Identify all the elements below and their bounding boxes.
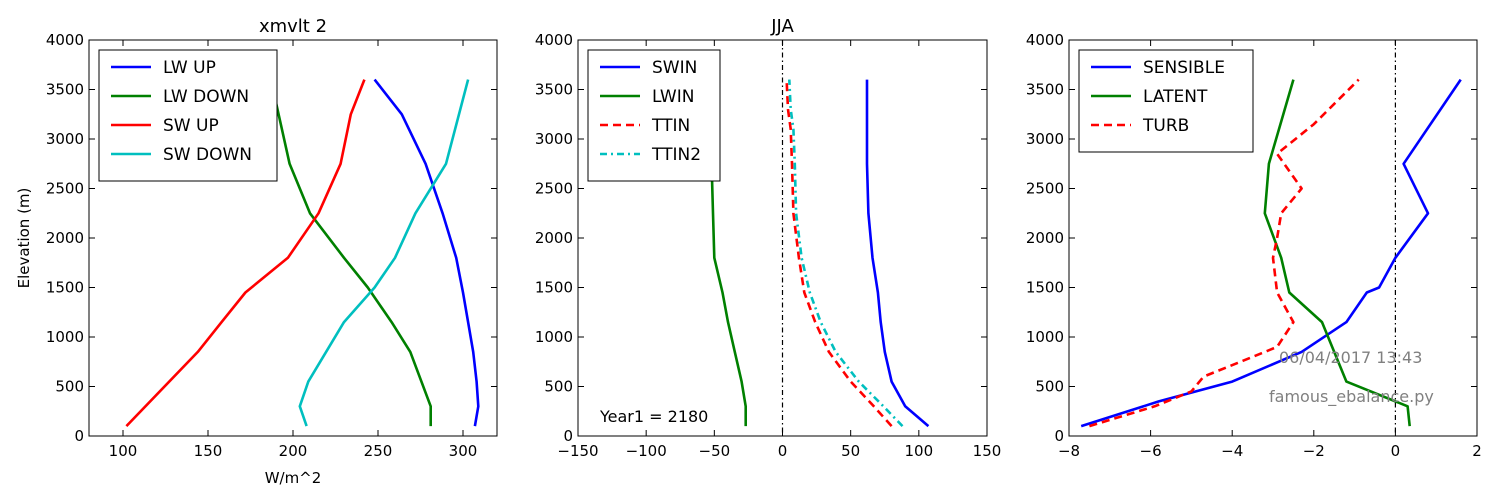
x-tick-label: 50 bbox=[841, 442, 860, 460]
y-tick-label: 2000 bbox=[1026, 229, 1064, 247]
legend-label: SENSIBLE bbox=[1143, 58, 1225, 78]
x-tick-label: 150 bbox=[973, 442, 1002, 460]
y-tick-label: 3500 bbox=[535, 81, 573, 99]
x-tick-label: 100 bbox=[109, 442, 138, 460]
series-line bbox=[373, 78, 480, 427]
x-tick-label: 2 bbox=[1472, 442, 1482, 460]
legend-label: TURB bbox=[1142, 116, 1189, 136]
y-tick-label: 1000 bbox=[1026, 328, 1064, 346]
chart-title: JJA bbox=[770, 16, 794, 37]
x-tick-label: 200 bbox=[279, 442, 308, 460]
legend-label: LATENT bbox=[1143, 87, 1208, 107]
series-line bbox=[125, 79, 366, 428]
y-tick-label: 1000 bbox=[46, 328, 84, 346]
y-tick-label: 1500 bbox=[46, 279, 84, 297]
y-tick-label: 500 bbox=[544, 378, 573, 396]
series-line bbox=[785, 79, 893, 427]
y-tick-label: 4000 bbox=[46, 31, 84, 49]
x-tick-label: −150 bbox=[557, 442, 598, 460]
year-label: Year1 = 2180 bbox=[599, 407, 708, 426]
y-axis-label: Elevation (m) bbox=[15, 188, 33, 289]
series-line bbox=[298, 79, 470, 427]
x-tick-label: −4 bbox=[1221, 442, 1243, 460]
y-tick-label: 3500 bbox=[46, 81, 84, 99]
x-tick-label: 0 bbox=[1391, 442, 1401, 460]
y-tick-label: 2000 bbox=[535, 229, 573, 247]
y-tick-label: 0 bbox=[74, 427, 84, 445]
y-tick-label: 2000 bbox=[46, 229, 84, 247]
legend-box bbox=[98, 49, 278, 182]
legend-label: SW UP bbox=[163, 116, 219, 136]
y-tick-label: 1500 bbox=[1026, 279, 1064, 297]
legend-label: SWIN bbox=[652, 58, 697, 78]
legend-label: TTIN bbox=[651, 116, 690, 136]
legend-label: TTIN2 bbox=[651, 145, 701, 165]
y-tick-label: 2500 bbox=[46, 180, 84, 198]
x-tick-label: 250 bbox=[364, 442, 393, 460]
legend-label: LWIN bbox=[652, 87, 694, 107]
series-line bbox=[865, 79, 930, 428]
y-tick-label: 1500 bbox=[535, 279, 573, 297]
legend-label: SW DOWN bbox=[163, 145, 252, 165]
legend-label: LW UP bbox=[163, 58, 216, 78]
y-tick-label: 3000 bbox=[1026, 130, 1064, 148]
y-tick-label: 4000 bbox=[535, 31, 573, 49]
series-line bbox=[1263, 79, 1411, 427]
chart-panel-2: −150 −100 −50 0 50 100 15005001000150020002500… bbox=[535, 16, 1002, 460]
x-tick-label: −8 bbox=[1058, 442, 1080, 460]
timestamp-text: 06/04/2017 13:43 bbox=[1279, 348, 1422, 367]
x-tick-label: −2 bbox=[1303, 442, 1325, 460]
y-tick-label: 0 bbox=[1054, 427, 1064, 445]
y-tick-label: 0 bbox=[563, 427, 573, 445]
y-tick-label: 3000 bbox=[535, 130, 573, 148]
x-tick-label: −6 bbox=[1140, 442, 1162, 460]
legend: LW UP LW DOWN SW UP SW DOWN bbox=[98, 49, 278, 182]
chart-panel-3: −8 −6 −4 −2 0 2 0 500 1000 1500 2000 2500 3000 3500 40… bbox=[1026, 31, 1482, 460]
panels: 100 150 200 250 3000500100015002000250030003… bbox=[15, 16, 1482, 487]
x-tick-label: −100 bbox=[626, 442, 667, 460]
script-name-text: famous_ebalance.py bbox=[1269, 387, 1434, 407]
x-axis-label: W/m^2 bbox=[265, 469, 322, 487]
series-line bbox=[269, 79, 433, 427]
series-line bbox=[1089, 78, 1360, 428]
x-tick-label: 150 bbox=[194, 442, 223, 460]
y-tick-label: 3000 bbox=[46, 130, 84, 148]
legend-box bbox=[587, 49, 721, 182]
series-line bbox=[788, 79, 904, 428]
y-tick-label: 4000 bbox=[1026, 31, 1064, 49]
series-line bbox=[1080, 78, 1462, 428]
y-tick-label: 2500 bbox=[535, 180, 573, 198]
series-line bbox=[708, 148, 748, 427]
legend: SWIN LWIN TTIN TTIN2 bbox=[587, 49, 721, 182]
chart-panel-1: 100 150 200 250 3000500100015002000250030003… bbox=[15, 16, 498, 487]
legend: SENSIBLE LATENT TURB bbox=[1078, 49, 1254, 153]
y-tick-label: 2500 bbox=[1026, 180, 1064, 198]
x-tick-label: −50 bbox=[699, 442, 731, 460]
y-tick-label: 500 bbox=[1035, 378, 1064, 396]
x-tick-label: 300 bbox=[449, 442, 478, 460]
x-tick-label: 100 bbox=[905, 442, 934, 460]
chart-title: xmvlt 2 bbox=[259, 16, 327, 37]
y-tick-label: 1000 bbox=[535, 328, 573, 346]
x-tick-label: 0 bbox=[778, 442, 788, 460]
legend-label: LW DOWN bbox=[163, 87, 249, 107]
y-tick-label: 3500 bbox=[1026, 81, 1064, 99]
y-tick-label: 500 bbox=[55, 378, 84, 396]
